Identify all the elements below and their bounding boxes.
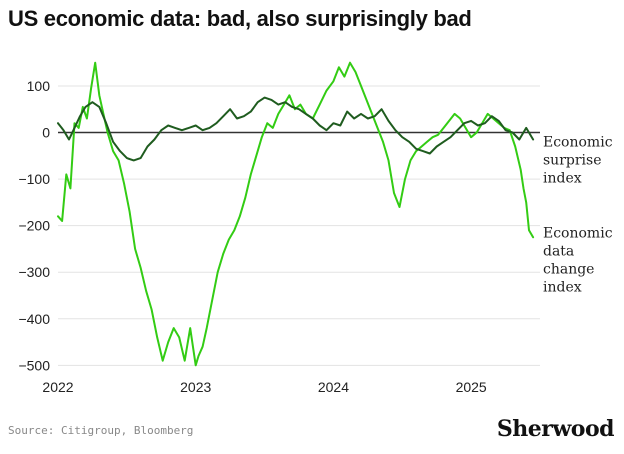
series-labels: Economic surprise index Economic data change i… bbox=[543, 134, 613, 295]
y-tick-label: −200 bbox=[18, 218, 50, 234]
series-label: Economic data change index bbox=[543, 225, 613, 295]
series-label-line: index bbox=[543, 170, 582, 186]
x-tick-label: 2024 bbox=[318, 379, 349, 395]
chart-title: US economic data: bad, also surprisingly… bbox=[8, 6, 472, 31]
y-tick-label: −300 bbox=[18, 264, 50, 280]
series-label-line: index bbox=[543, 279, 582, 295]
series-label-line: data bbox=[543, 243, 574, 259]
source-note: Source: Citigroup, Bloomberg bbox=[8, 424, 194, 437]
x-tick-label: 2022 bbox=[42, 379, 73, 395]
y-tick-label: 100 bbox=[27, 78, 51, 94]
series-line bbox=[57, 61, 535, 367]
y-tick-label: 0 bbox=[42, 125, 50, 141]
y-tick-label: −500 bbox=[18, 357, 50, 373]
y-tick-label: −100 bbox=[18, 171, 50, 187]
x-axis: 2022 2023 2024 2025 bbox=[42, 379, 487, 395]
series-label: Economic surprise index bbox=[543, 134, 613, 186]
x-tick-label: 2023 bbox=[180, 379, 211, 395]
y-axis: 100 0 −100 −200 −300 −400 −500 bbox=[18, 78, 50, 373]
series-label-line: surprise bbox=[543, 152, 602, 168]
series-line bbox=[57, 96, 535, 162]
gridlines bbox=[58, 85, 540, 366]
series-label-line: change bbox=[543, 261, 594, 277]
series-lines bbox=[57, 61, 535, 367]
brand-logo: Sherwood bbox=[496, 416, 615, 442]
series-label-line: Economic bbox=[543, 134, 613, 150]
y-tick-label: −400 bbox=[18, 311, 50, 327]
series-label-line: Economic bbox=[543, 225, 613, 241]
x-tick-label: 2025 bbox=[456, 379, 487, 395]
